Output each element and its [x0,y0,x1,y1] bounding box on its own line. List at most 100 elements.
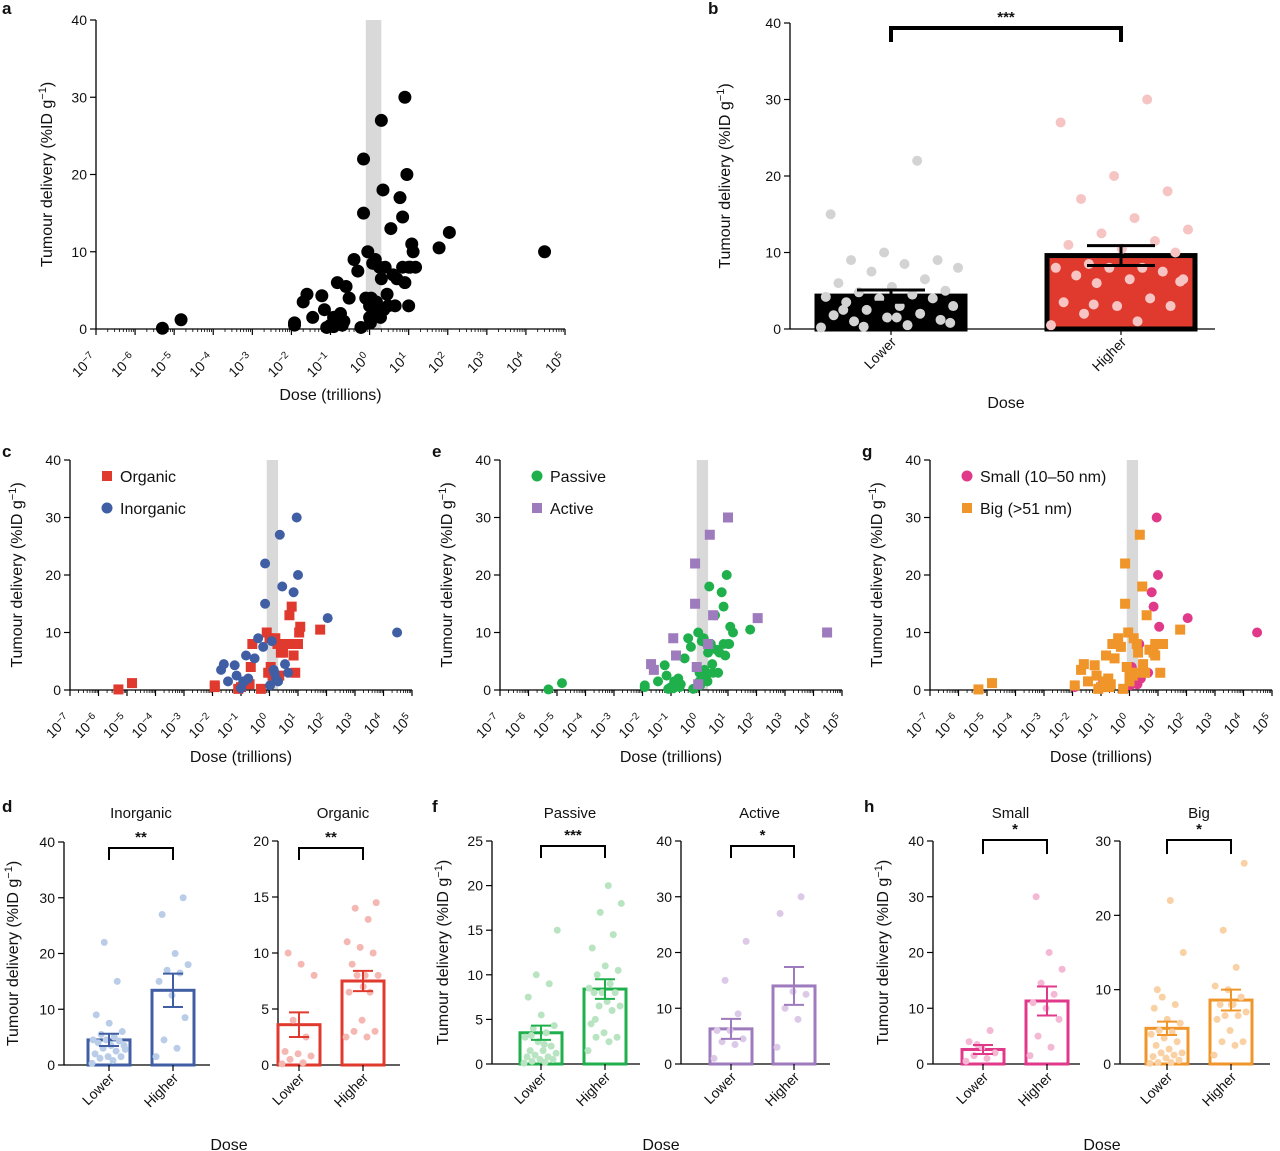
chart-h2-category-label: Higher [1199,1069,1240,1110]
chart-g-point-big [1137,581,1148,592]
chart-f2-ytick-label: 10 [656,1000,672,1016]
chart-e-point-passive [704,581,715,592]
chart-h2-data-point [1173,1038,1181,1046]
chart-c-point-inorganic [231,670,242,681]
chart-c-ytick-label: 10 [45,625,61,641]
chart-c-legend-marker [102,471,112,481]
chart-d1-data-point [113,977,121,985]
chart-e-dose-band [696,460,709,690]
chart-d2-data-point [364,915,372,923]
chart-g-point-big [1150,650,1161,661]
chart-c-point-organic [290,667,301,678]
chart-d1-data-point [163,966,171,974]
chart-f2-data-point [794,1015,802,1023]
chart-e-ylabel-main: Tumour delivery (%ID g [439,500,456,667]
chart-g-point-big [1076,664,1087,675]
chart-a-xtick-label: 10−4 [186,349,217,380]
chart-h2-data-point [1153,986,1161,994]
chart-h2-data-point [1154,1059,1162,1067]
chart-d1-ylabel-close: ) [5,861,22,866]
chart-c-xtick-label: 10−5 [99,710,130,741]
chart-c-point-inorganic [266,636,277,647]
chart-h1-data-point [1050,990,1058,998]
chart-e-legend-marker [531,470,543,482]
chart-h1-data-point [1026,1052,1034,1060]
chart-c-point-inorganic [291,512,302,523]
chart-h2-data-point [1165,1045,1173,1053]
chart-d1-data-point [173,1044,181,1052]
chart-g-xtick-label: 10−7 [902,710,933,741]
chart-d2-data-point [374,971,382,979]
chart-d1-data-point [105,1019,113,1027]
chart-a-xtick-label: 10−3 [225,349,256,380]
chart-d1-data-point [112,1047,120,1055]
chart-d1-ytick-label: 10 [39,1001,55,1017]
chart-c-point-organic [272,639,283,649]
chart-c-point-organic [127,678,138,689]
xlabel-d-dose: Dose [210,1137,247,1151]
chart-h-small-bar: 0 10 20 30 40 Lower Higher *Small Tumour deliver… [873,805,1080,1109]
chart-f2-data-point [713,1027,721,1035]
chart-h2-data-point [1234,1012,1242,1020]
chart-a-point-all [374,113,388,127]
chart-a-point-all [288,316,302,330]
chart-h2-data-point [1179,949,1187,956]
chart-c-point-inorganic [280,659,291,670]
chart-g-point-small [1252,627,1263,638]
xlabel-f-dose: Dose [642,1137,679,1151]
chart-d2-data-point [284,949,292,957]
chart-g-ylabel-close: ) [869,482,886,487]
chart-e-point-passive [718,601,729,612]
chart-e-point-passive [685,641,696,652]
chart-f1-ytick-label: 20 [467,878,483,894]
chart-a-xlabel: Dose (trillions) [279,387,381,404]
chart-a-point-all [388,299,402,313]
chart-h1-ylabel-sup: −1 [873,865,885,878]
chart-g-point-small [1154,621,1165,632]
chart-h2-data-point [1211,982,1219,990]
chart-h1-ytick-label: 10 [908,1000,924,1016]
chart-c-point-organic [261,627,272,638]
chart-e-point-active [703,639,714,649]
chart-b-ylabel-main: Tumour delivery (%ID g [717,101,734,268]
chart-c-xtick-label: 10−2 [185,710,216,741]
chart-e-point-passive [683,633,694,644]
chart-b-data-point [828,310,839,321]
chart-e-ytick-label: 20 [475,567,491,583]
chart-g-ytick-label: 30 [905,510,921,526]
chart-e-legend-marker [532,503,542,513]
chart-a-point-all [442,225,456,239]
chart-c-ytick-label: 0 [53,682,61,698]
chart-h2-data-point [1226,1027,1234,1035]
chart-f1-data-point [600,1029,608,1037]
chart-a-point-all [406,245,420,259]
chart-h1-data-point [965,1038,973,1046]
chart-e-ylabel-sup: −1 [437,488,449,501]
chart-c-xtick-label: 101 [275,710,302,737]
chart-f1-category-label: Lower [511,1069,550,1108]
panel-label-b: b [708,0,718,18]
chart-b-data-point [882,312,893,323]
chart-g-point-big [1118,683,1129,694]
chart-c-point-inorganic [274,529,285,540]
chart-g-xtick-label: 10−2 [1045,710,1076,741]
chart-d1-ytick-label: 0 [47,1057,55,1073]
chart-h2-data-point [1166,896,1174,904]
chart-a-point-all [317,303,331,317]
chart-c-xtick-label: 103 [332,710,359,737]
chart-e-ytick-label: 30 [475,510,491,526]
chart-g-ylabel-main: Tumour delivery (%ID g [869,500,886,667]
chart-e-point-active [690,558,701,569]
chart-a-ytick-label: 20 [71,167,87,183]
chart-a-xtick-label: 104 [502,349,529,376]
chart-b-data-point [912,155,923,166]
panel-label-h: h [864,797,874,816]
chart-d2-data-point [353,971,361,979]
chart-a-point-all [300,287,314,301]
chart-e-ytick-label: 10 [475,625,491,641]
chart-f1-data-point [584,1047,592,1055]
chart-g-ylabel-sup: −1 [867,488,879,501]
chart-f1-data-point [592,1033,600,1041]
chart-g-point-big [1089,660,1100,671]
